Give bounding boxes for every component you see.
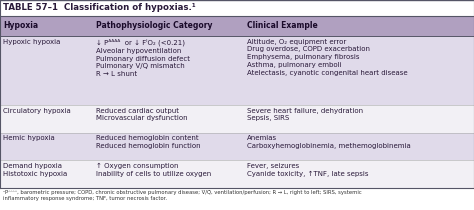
Text: Fever, seizures
Cyanide toxicity, ↑TNF, late sepsis: Fever, seizures Cyanide toxicity, ↑TNF, … bbox=[247, 163, 369, 177]
Text: Clinical Example: Clinical Example bbox=[247, 21, 318, 30]
Text: Hemic hypoxia: Hemic hypoxia bbox=[3, 135, 55, 141]
Text: TABLE 57–1  Classification of hypoxias.¹: TABLE 57–1 Classification of hypoxias.¹ bbox=[3, 4, 196, 13]
Text: ↑ Oxygen consumption
Inability of cells to utilize oxygen: ↑ Oxygen consumption Inability of cells … bbox=[96, 163, 211, 177]
Bar bbox=[0, 0, 474, 16]
Bar bbox=[0, 160, 474, 188]
Text: Altitude, O₂ equipment error
Drug overdose, COPD exacerbation
Emphysema, pulmona: Altitude, O₂ equipment error Drug overdo… bbox=[247, 38, 408, 76]
Bar bbox=[0, 105, 474, 133]
Text: Hypoxic hypoxia: Hypoxic hypoxia bbox=[3, 38, 61, 45]
Bar bbox=[0, 36, 474, 105]
Text: Pathophysiologic Category: Pathophysiologic Category bbox=[96, 21, 212, 30]
Text: Anemias
Carboxyhemoglobinemia, methemoglobinemia: Anemias Carboxyhemoglobinemia, methemogl… bbox=[247, 135, 411, 149]
Text: Severe heart failure, dehydration
Sepsis, SIRS: Severe heart failure, dehydration Sepsis… bbox=[247, 108, 364, 121]
Bar bbox=[0, 133, 474, 160]
Bar bbox=[0, 16, 474, 36]
Text: Reduced hemoglobin content
Reduced hemoglobin function: Reduced hemoglobin content Reduced hemog… bbox=[96, 135, 201, 149]
Text: Hypoxia: Hypoxia bbox=[3, 21, 38, 30]
Text: Demand hypoxia
Histotoxic hypoxia: Demand hypoxia Histotoxic hypoxia bbox=[3, 163, 68, 177]
Text: ¹Pᴬᴬᴬᴬ, barometric pressure; COPD, chronic obstructive pulmonary disease; V̇/Q̇,: ¹Pᴬᴬᴬᴬ, barometric pressure; COPD, chron… bbox=[3, 190, 362, 201]
Text: Circulatory hypoxia: Circulatory hypoxia bbox=[3, 108, 71, 114]
Text: ↓ Pᴬᴬᴬᴬ  or ↓ FᴵO₂ (<0.21)
Alveolar hypoventilation
Pulmonary diffusion defect
P: ↓ Pᴬᴬᴬᴬ or ↓ FᴵO₂ (<0.21) Alveolar hypov… bbox=[96, 38, 190, 77]
Text: Reduced cardiac output
Microvascular dysfunction: Reduced cardiac output Microvascular dys… bbox=[96, 108, 187, 121]
